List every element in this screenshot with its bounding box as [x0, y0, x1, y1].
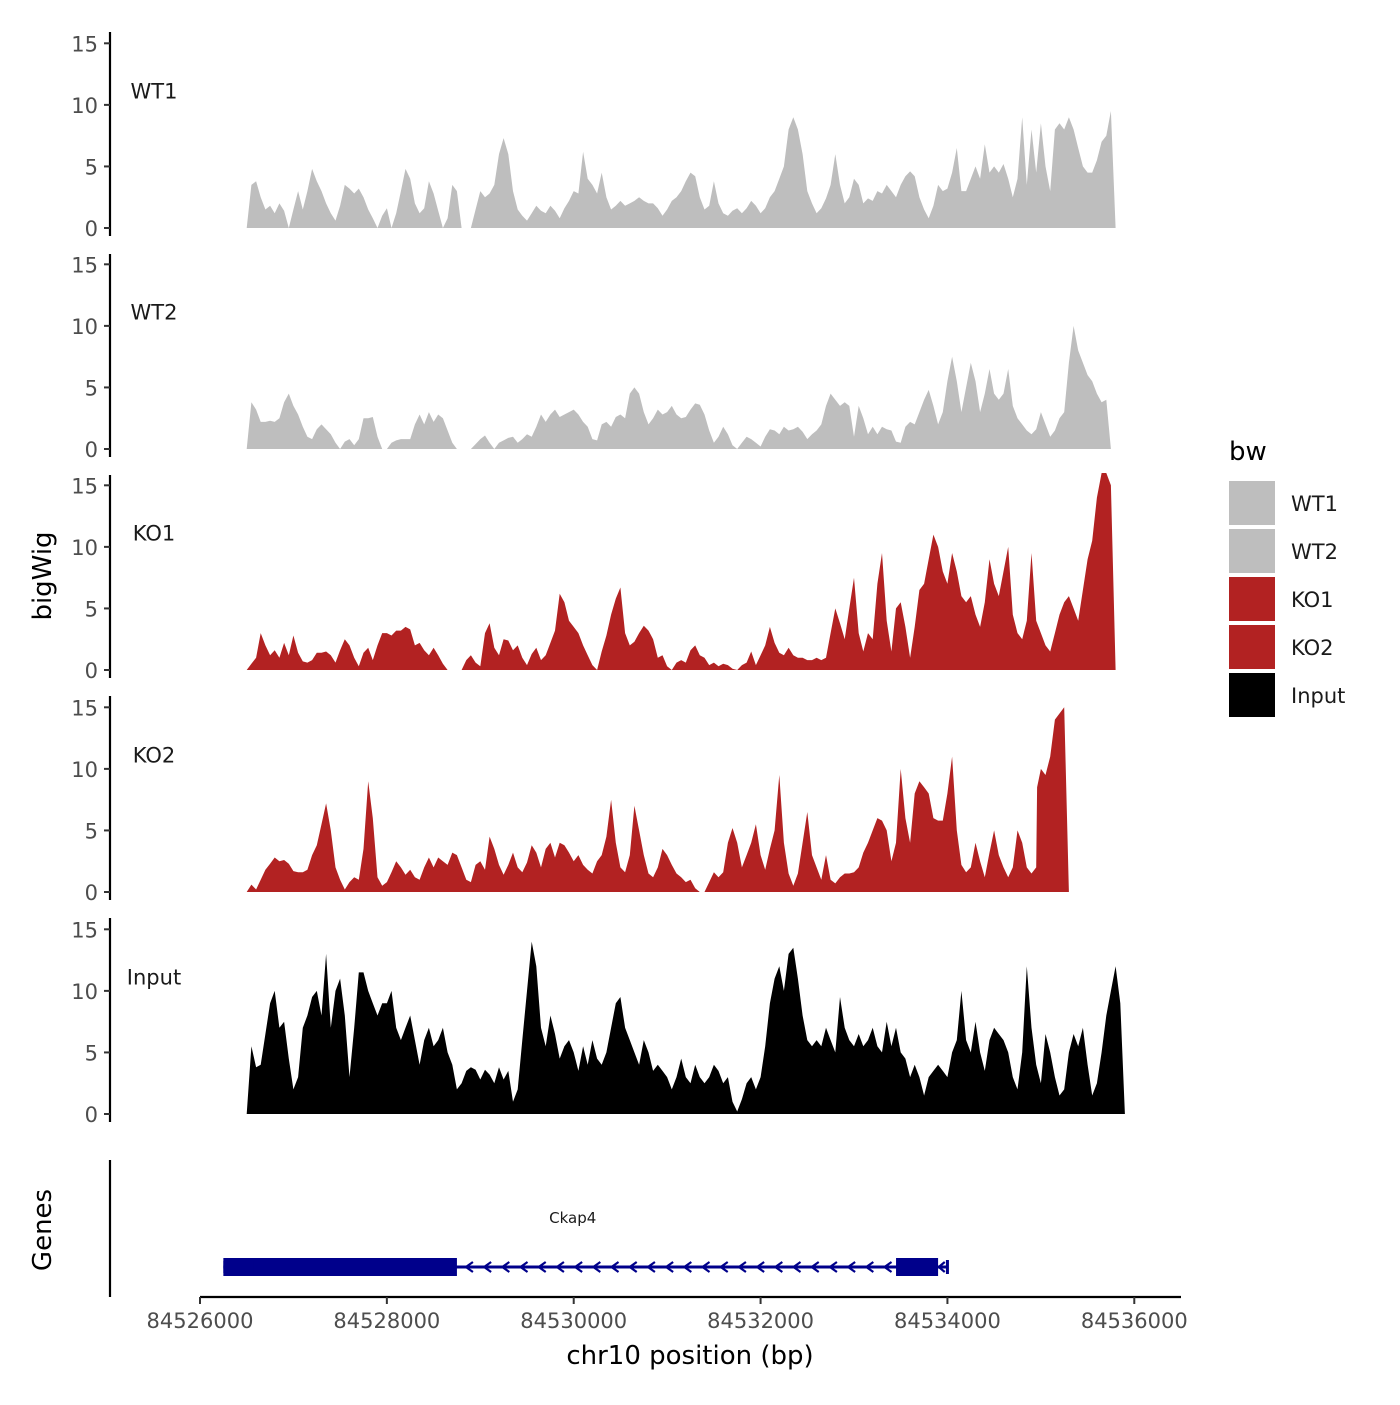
- strand-chevron: [464, 1261, 474, 1273]
- strand-chevron: [664, 1261, 674, 1273]
- track-panel-wt2: 0 5 10 15 WT2: [71, 253, 1111, 462]
- area-wt1: [246, 111, 1116, 228]
- legend-label-ko2: KO2: [1291, 636, 1334, 660]
- strand-chevron: [809, 1261, 820, 1273]
- strand-chevron: [864, 1261, 874, 1273]
- y-tick-label: 15: [71, 696, 98, 720]
- y-tick-label: 0: [85, 881, 98, 905]
- x-tick-label: 84530000: [520, 1309, 627, 1333]
- track-panel-ko2: 0 5 10 15 KO2: [71, 696, 1069, 905]
- y-tick-label: 5: [85, 1041, 98, 1065]
- strand-chevron: [937, 1261, 946, 1273]
- y-tick-label: 15: [71, 474, 98, 498]
- track-label-wt2: WT2: [131, 301, 178, 325]
- gene-exon-thick: [223, 1258, 457, 1276]
- legend-label-wt2: WT2: [1291, 540, 1338, 564]
- y-tick-label: 10: [71, 758, 98, 782]
- strand-chevron: [518, 1261, 529, 1273]
- x-axis-title: chr10 position (bp): [566, 1341, 813, 1371]
- strand-chevron: [755, 1261, 765, 1273]
- y-tick-label: 10: [71, 94, 98, 118]
- legend-swatch-ko2: [1229, 625, 1275, 669]
- area-input: [246, 941, 1125, 1114]
- track-label-ko1: KO1: [133, 522, 176, 546]
- strand-chevron: [791, 1261, 802, 1273]
- strand-chevron: [500, 1261, 510, 1273]
- x-tick-label: 84526000: [147, 1309, 254, 1333]
- x-tick-label: 84536000: [1081, 1309, 1188, 1333]
- area-wt2: [246, 325, 1111, 449]
- strand-chevron: [482, 1261, 492, 1273]
- strand-chevron: [536, 1261, 547, 1273]
- y-tick-label: 5: [85, 155, 98, 179]
- x-tick-label: 84534000: [894, 1309, 1001, 1333]
- x-tick-label: 84532000: [707, 1309, 814, 1333]
- track-label-ko2: KO2: [133, 744, 176, 768]
- strand-chevron: [846, 1261, 856, 1273]
- area-ko2: [246, 707, 1069, 892]
- genes-layer: Genes Ckap4: [28, 1160, 949, 1297]
- strand-chevron: [773, 1261, 783, 1273]
- y-tick-label: 0: [85, 659, 98, 683]
- area-ko1: [246, 473, 1116, 670]
- legend: bw WT1 WT2 KO1 KO2 Input: [1229, 437, 1345, 717]
- legend-swatch-wt2: [1229, 529, 1275, 573]
- y-tick-label: 15: [71, 32, 98, 56]
- tracks-layer: 0 5 10 15 WT1 0 5 10 15 WT2 0 5 10 15 KO1 0 5 10 15 KO2 0 5 10…: [71, 32, 1125, 1127]
- y-tick-label: 5: [85, 819, 98, 843]
- y-tick-label: 10: [71, 980, 98, 1004]
- strand-chevron: [573, 1261, 583, 1273]
- strand-chevron: [646, 1261, 656, 1273]
- strand-chevron: [682, 1261, 692, 1273]
- track-label-wt1: WT1: [131, 80, 178, 104]
- y-tick-label: 5: [85, 376, 98, 400]
- track-panel-ko1: 0 5 10 15 KO1: [71, 473, 1116, 683]
- strand-chevron: [737, 1261, 747, 1273]
- track-panel-wt1: 0 5 10 15 WT1: [71, 32, 1116, 241]
- strand-chevron: [882, 1261, 893, 1273]
- strand-chevron: [591, 1261, 601, 1273]
- legend-label-ko1: KO1: [1291, 588, 1334, 612]
- track-panel-input: 0 5 10 15 Input: [71, 918, 1125, 1127]
- strand-chevron: [828, 1261, 838, 1273]
- y-tick-label: 0: [85, 1103, 98, 1127]
- legend-swatch-ko1: [1229, 577, 1275, 621]
- legend-title: bw: [1229, 437, 1267, 467]
- y-tick-label: 15: [71, 918, 98, 942]
- y-axis-title: bigWig: [28, 531, 58, 620]
- strand-chevron: [700, 1261, 711, 1273]
- y-tick-label: 15: [71, 253, 98, 277]
- genes-track-label: Genes: [28, 1189, 58, 1271]
- strand-chevron: [627, 1261, 638, 1273]
- strand-chevron: [609, 1261, 620, 1273]
- legend-swatch-wt1: [1229, 481, 1275, 525]
- gene-utr-thin: [223, 1261, 254, 1273]
- y-tick-label: 0: [85, 217, 98, 241]
- x-axis: chr10 position (bp) 84526000 84528000 8453…: [147, 1295, 1188, 1371]
- y-tick-label: 0: [85, 438, 98, 462]
- gene-exon-thick: [896, 1258, 939, 1276]
- legend-swatch-input: [1229, 673, 1275, 717]
- y-tick-label: 5: [85, 597, 98, 621]
- gene-name-label: Ckap4: [549, 1209, 596, 1227]
- y-tick-label: 10: [71, 536, 98, 560]
- y-tick-label: 10: [71, 315, 98, 339]
- track-label-input: Input: [127, 966, 181, 990]
- strand-chevron: [555, 1261, 565, 1273]
- legend-label-wt1: WT1: [1291, 492, 1338, 516]
- strand-chevron: [718, 1261, 729, 1273]
- x-tick-label: 84528000: [333, 1309, 440, 1333]
- legend-label-input: Input: [1291, 684, 1345, 708]
